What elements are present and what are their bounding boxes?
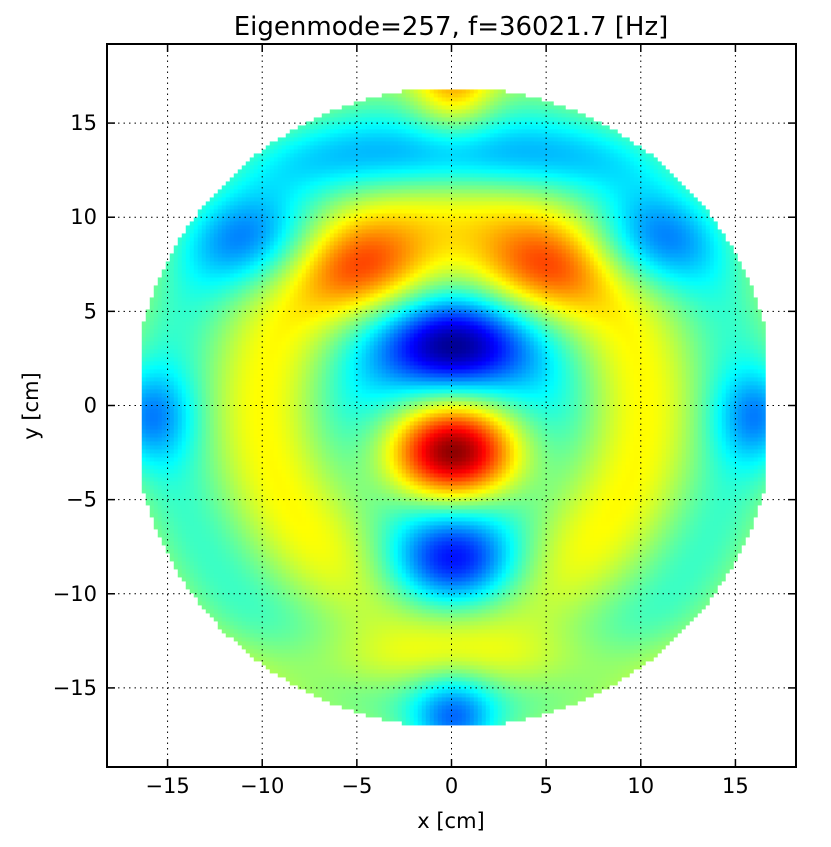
x-tick-label: −15 <box>145 774 189 798</box>
x-tick-label: 15 <box>722 774 749 798</box>
heatmap-image <box>129 85 774 726</box>
x-axis: −15 −10 −5 0 5 10 15 <box>145 44 749 798</box>
y-tick-label: 10 <box>70 205 97 229</box>
y-tick-label: 5 <box>84 299 97 323</box>
x-tick-label: 5 <box>539 774 552 798</box>
x-axis-label: x [cm] <box>417 809 485 833</box>
x-tick-label: −5 <box>341 774 372 798</box>
y-tick-label: −10 <box>53 582 97 606</box>
chart-title: Eigenmode=257, f=36021.7 [Hz] <box>234 12 669 42</box>
x-tick-label: −10 <box>240 774 284 798</box>
y-tick-label: 0 <box>84 394 97 418</box>
y-tick-label: −5 <box>66 488 97 512</box>
x-tick-label: 0 <box>445 774 458 798</box>
y-axis: 15 10 5 0 −5 −10 −15 <box>53 111 796 700</box>
x-tick-label: 10 <box>627 774 654 798</box>
y-tick-label: −15 <box>53 676 97 700</box>
y-tick-label: 15 <box>70 111 97 135</box>
y-axis-label: y [cm] <box>19 372 43 440</box>
